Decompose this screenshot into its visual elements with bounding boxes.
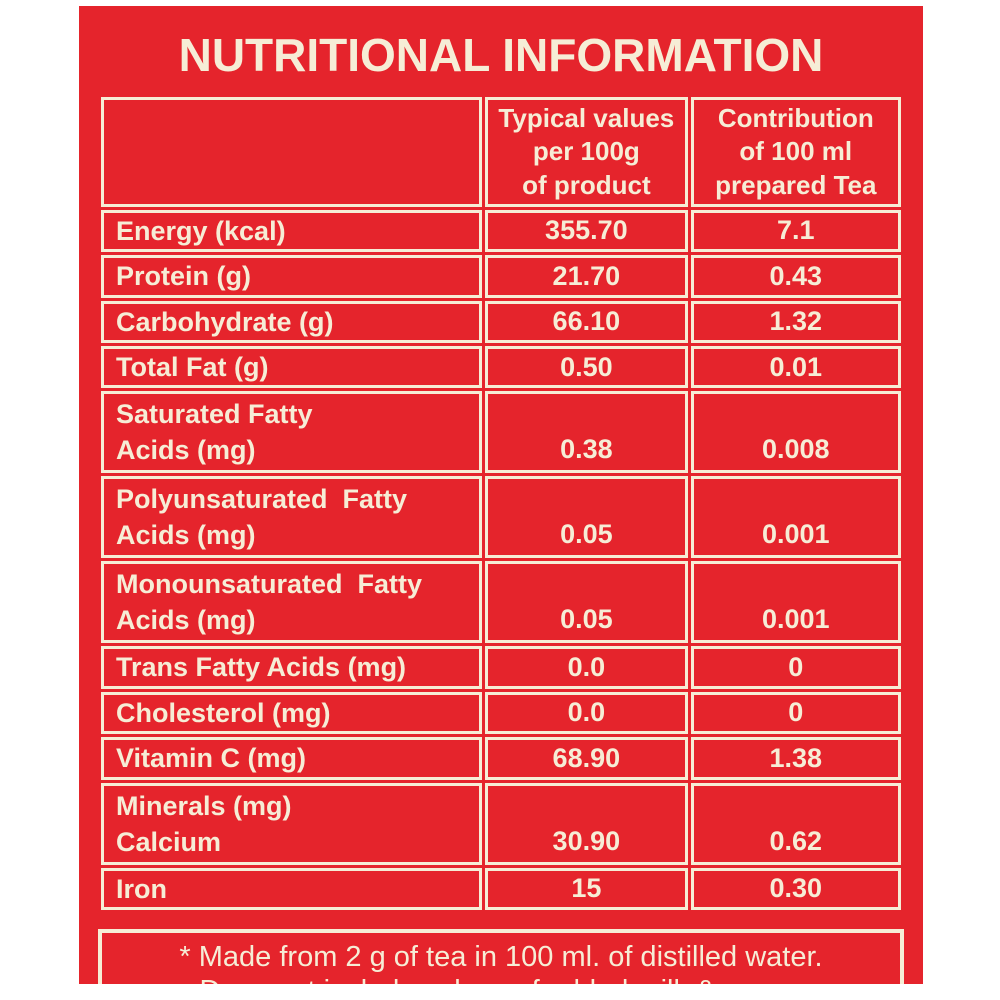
contribution-value: 0.008 (690, 391, 901, 474)
contribution-value: 0.01 (690, 345, 901, 389)
footnote-box: * Made from 2 g of tea in 100 ml. of dis… (98, 928, 904, 984)
typical-value: 68.90 (485, 737, 688, 780)
row-label: Vitamin C (mg) (101, 737, 483, 780)
header-empty-cell (101, 97, 483, 207)
table-row-minerals-calcium: Minerals (mg) Calcium 30.90 0.62 (101, 782, 901, 865)
table-row-polyunsaturated-fatty-acids: Polyunsaturated Fatty Acids (mg) 0.05 0.… (101, 476, 901, 559)
typical-value: 30.90 (485, 782, 688, 865)
typical-value: 355.70 (485, 209, 688, 253)
table-row-monounsaturated-fatty-acids: Monounsaturated Fatty Acids (mg) 0.05 0.… (101, 561, 901, 644)
page-title: NUTRITIONAL INFORMATION (178, 29, 824, 81)
contribution-value: 0.43 (690, 255, 901, 298)
table-row-energy: Energy (kcal) 355.70 7.1 (101, 209, 901, 253)
nutrition-label-panel: NUTRITIONAL INFORMATION Typical values p… (79, 6, 923, 984)
typical-value: 15 (485, 867, 688, 910)
typical-value: 0.50 (485, 345, 688, 389)
typical-value: 0.05 (485, 561, 688, 644)
table-header-row: Typical values per 100g of product Contr… (101, 97, 901, 207)
table-row-total-fat: Total Fat (g) 0.50 0.01 (101, 345, 901, 389)
contribution-value: 0.30 (690, 867, 901, 910)
table-row-saturated-fatty-acids: Saturated Fatty Acids (mg) 0.38 0.008 (101, 391, 901, 474)
table-row-carbohydrate: Carbohydrate (g) 66.10 1.32 (101, 300, 901, 343)
typical-value: 0.0 (485, 691, 688, 735)
row-label: Energy (kcal) (101, 209, 483, 253)
row-label: Carbohydrate (g) (101, 300, 483, 343)
footnote-line-1: * Made from 2 g of tea in 100 ml. of dis… (179, 940, 823, 973)
table-body: Energy (kcal) 355.70 7.1 Protein (g) 21.… (101, 209, 901, 910)
row-label: Saturated Fatty Acids (mg) (101, 391, 483, 474)
table-row-protein: Protein (g) 21.70 0.43 (101, 255, 901, 298)
contribution-value: 1.32 (690, 300, 901, 343)
table-row-vitamin-c: Vitamin C (mg) 68.90 1.38 (101, 737, 901, 780)
table-row-iron: Iron 15 0.30 (101, 867, 901, 910)
header-typical-values: Typical values per 100g of product (485, 97, 688, 207)
contribution-value: 1.38 (690, 737, 901, 780)
table-row-cholesterol: Cholesterol (mg) 0.0 0 (101, 691, 901, 735)
footnote-line-2: Does not include values of added milk & … (104, 974, 898, 984)
typical-value: 0.05 (485, 476, 688, 559)
table-row-trans-fatty-acids: Trans Fatty Acids (mg) 0.0 0 (101, 646, 901, 689)
contribution-value: 0 (690, 646, 901, 689)
contribution-value: 7.1 (690, 209, 901, 253)
row-label: Cholesterol (mg) (101, 691, 483, 735)
row-label: Iron (101, 867, 483, 910)
row-label: Total Fat (g) (101, 345, 483, 389)
nutrition-table: Typical values per 100g of product Contr… (98, 94, 904, 913)
typical-value: 66.10 (485, 300, 688, 343)
typical-value: 21.70 (485, 255, 688, 298)
row-label: Minerals (mg) Calcium (101, 782, 483, 865)
header-contribution: Contribution of 100 ml prepared Tea (690, 97, 901, 207)
row-label: Trans Fatty Acids (mg) (101, 646, 483, 689)
row-label: Protein (g) (101, 255, 483, 298)
contribution-value: 0.62 (690, 782, 901, 865)
contribution-value: 0.001 (690, 476, 901, 559)
row-label: Monounsaturated Fatty Acids (mg) (101, 561, 483, 644)
contribution-value: 0.001 (690, 561, 901, 644)
typical-value: 0.0 (485, 646, 688, 689)
row-label: Polyunsaturated Fatty Acids (mg) (101, 476, 483, 559)
contribution-value: 0 (690, 691, 901, 735)
typical-value: 0.38 (485, 391, 688, 474)
